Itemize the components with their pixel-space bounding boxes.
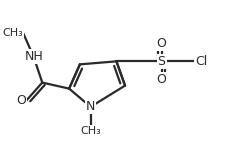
Text: N: N bbox=[86, 100, 95, 113]
Text: CH₃: CH₃ bbox=[2, 28, 23, 37]
Text: NH: NH bbox=[24, 50, 43, 63]
Text: S: S bbox=[157, 55, 165, 68]
Text: Cl: Cl bbox=[194, 55, 206, 68]
Text: O: O bbox=[156, 73, 166, 86]
Text: CH₃: CH₃ bbox=[80, 126, 101, 136]
Text: O: O bbox=[16, 94, 26, 107]
Text: O: O bbox=[156, 37, 166, 50]
